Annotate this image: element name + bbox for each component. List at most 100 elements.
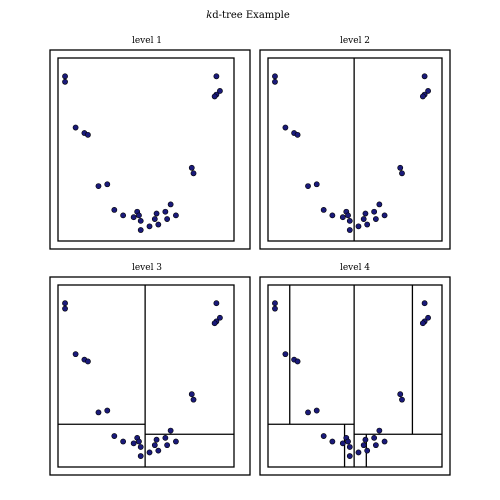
data-point <box>329 212 336 219</box>
data-point <box>211 93 218 100</box>
root-bounds <box>57 284 235 468</box>
data-point <box>62 73 68 80</box>
root-bounds <box>57 57 235 242</box>
data-point <box>164 216 171 222</box>
root-bounds <box>267 284 443 468</box>
panel-level-4: level 4 <box>259 263 451 476</box>
data-point <box>313 181 320 188</box>
data-point <box>305 409 311 416</box>
data-point <box>137 453 144 459</box>
data-point <box>137 217 144 224</box>
data-point <box>313 407 320 414</box>
data-point <box>104 407 111 414</box>
data-point <box>421 300 428 307</box>
data-point <box>371 208 378 215</box>
data-point <box>155 447 162 454</box>
data-point <box>111 433 118 439</box>
data-point <box>339 440 346 447</box>
panel-level-2: level 2 <box>259 36 451 250</box>
panel-frame <box>259 276 451 476</box>
data-point <box>190 396 197 403</box>
data-point <box>95 409 102 416</box>
data-point <box>329 438 336 445</box>
data-point <box>62 305 68 312</box>
panel-level-3: level 3 <box>49 263 251 476</box>
data-point <box>371 434 378 441</box>
data-point <box>130 440 137 447</box>
panel-frame <box>49 49 251 250</box>
data-point <box>137 227 144 233</box>
data-point <box>339 214 346 221</box>
data-points <box>62 300 223 459</box>
data-point <box>294 131 301 138</box>
data-point <box>372 216 379 222</box>
data-point <box>272 305 278 312</box>
root-bounds <box>267 57 443 242</box>
data-point <box>136 212 142 219</box>
panel-title: level 1 <box>132 36 162 46</box>
data-point <box>425 314 431 321</box>
figure-title-italic: k <box>206 10 212 21</box>
data-point <box>272 78 278 85</box>
data-point <box>399 170 405 177</box>
data-point <box>167 201 174 208</box>
data-points <box>62 73 223 233</box>
panel-frame <box>49 276 251 476</box>
data-point <box>211 320 218 327</box>
data-point <box>397 391 404 398</box>
data-point <box>362 210 369 217</box>
data-point <box>346 217 353 224</box>
data-point <box>346 227 353 233</box>
data-points <box>272 73 431 233</box>
data-point <box>188 164 195 171</box>
data-point <box>294 358 301 365</box>
data-point <box>95 183 102 189</box>
data-point <box>419 93 426 100</box>
data-point <box>320 206 327 213</box>
data-point <box>146 449 153 456</box>
data-point <box>137 444 144 450</box>
data-point <box>104 181 111 188</box>
data-point <box>376 201 383 208</box>
data-point <box>136 438 142 445</box>
data-point <box>162 434 169 441</box>
data-point <box>399 396 405 403</box>
data-point <box>164 442 171 449</box>
data-point <box>364 221 371 228</box>
data-point <box>217 88 223 94</box>
data-point <box>155 221 162 228</box>
split-lines <box>58 285 234 467</box>
data-point <box>320 433 327 439</box>
data-point <box>62 300 68 307</box>
panel-title: level 3 <box>132 263 162 273</box>
data-point <box>153 436 160 443</box>
data-point <box>345 438 351 445</box>
data-point <box>282 124 289 131</box>
data-point <box>151 216 158 222</box>
data-point <box>72 124 79 131</box>
data-point <box>111 206 118 213</box>
data-point <box>364 447 371 454</box>
data-point <box>120 438 127 445</box>
data-point <box>188 391 195 398</box>
data-point <box>355 223 362 230</box>
data-point <box>190 170 197 177</box>
figure-title: kd-tree Example <box>206 10 290 21</box>
data-point <box>167 427 174 434</box>
data-points <box>272 300 431 459</box>
data-point <box>85 358 91 365</box>
data-point <box>213 73 220 80</box>
data-point <box>362 436 369 443</box>
data-point <box>146 223 153 230</box>
data-point <box>345 212 351 219</box>
data-point <box>62 78 68 85</box>
data-point <box>355 449 362 456</box>
data-point <box>360 216 367 222</box>
data-point <box>217 314 223 321</box>
data-point <box>85 131 91 138</box>
data-point <box>360 442 367 449</box>
data-point <box>372 442 379 449</box>
data-point <box>173 212 179 219</box>
data-point <box>421 73 428 80</box>
